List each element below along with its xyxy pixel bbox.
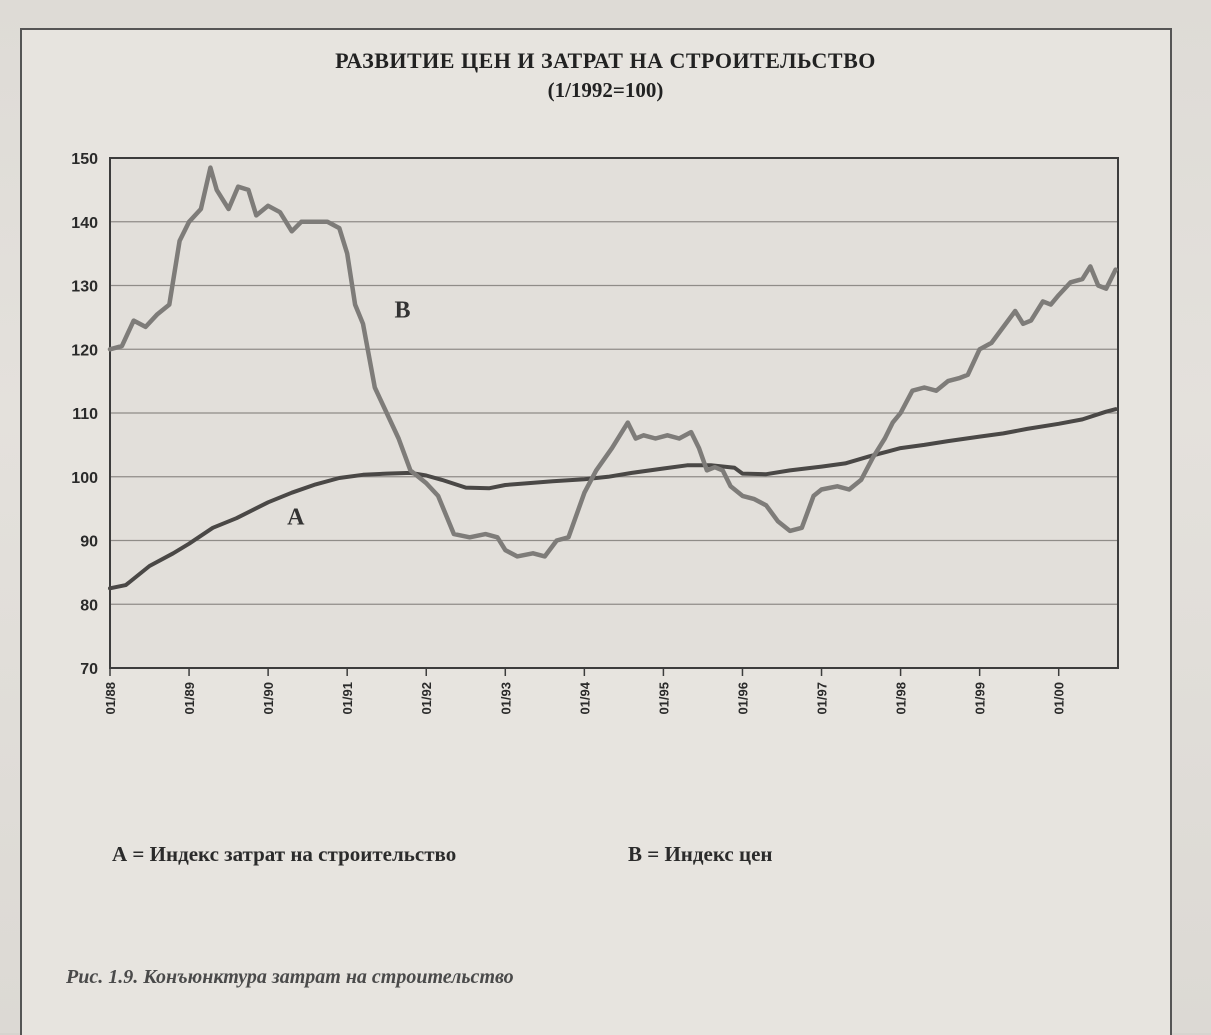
x-tick-label: 01/91 [340, 682, 355, 715]
x-tick-label: 01/92 [419, 682, 434, 715]
y-tick-label: 70 [80, 661, 98, 678]
y-tick-label: 80 [80, 597, 98, 614]
figure-caption: Рис. 1.9. Конъюнктура затрат на строител… [66, 966, 514, 988]
x-tick-label: 01/96 [735, 682, 750, 715]
x-tick-label: 01/93 [498, 682, 513, 715]
y-tick-label: 110 [72, 406, 98, 423]
chart-subtitle: (1/1992=100) [547, 78, 664, 102]
x-tick-label: 01/98 [894, 682, 909, 715]
x-tick-label: 01/94 [577, 681, 592, 714]
tick-labels: 70 80 90 100 110 120 130 140 150 01/88 01/89 01/90 0… [71, 151, 1066, 715]
chart-title: РАЗВИТИЕ ЦЕН И ЗАТРАТ НА СТРОИТЕЛЬСТВО [335, 48, 876, 73]
grid-lines [110, 157, 1118, 669]
y-tick-label: 150 [71, 151, 98, 168]
legend-item-b: В = Индекс цен [628, 842, 773, 866]
legend-item-a: А = Индекс затрат на строительство [112, 842, 457, 866]
x-tick-label: 01/00 [1052, 682, 1067, 715]
plot-border [109, 157, 1119, 669]
x-tick-label: 01/99 [973, 682, 988, 715]
series-line-b [107, 165, 1118, 559]
x-tick-label: 01/97 [815, 682, 830, 715]
series-annotation-a: A [287, 505, 305, 531]
series-annotation-b: B [395, 297, 411, 323]
series-annotations: AB [287, 297, 410, 530]
y-tick-label: 90 [80, 534, 98, 551]
axes [109, 157, 1119, 676]
y-tick-label: 120 [71, 342, 98, 359]
y-tick-label: 100 [71, 470, 98, 487]
series-lines [107, 165, 1118, 591]
x-tick-label: 01/89 [182, 682, 197, 715]
x-tick-label: 01/88 [103, 682, 118, 715]
y-tick-label: 140 [71, 215, 98, 232]
y-tick-label: 130 [71, 279, 98, 296]
series-line-a [108, 407, 1118, 591]
x-tick-label: 01/90 [261, 682, 276, 715]
x-tick-label: 01/95 [656, 682, 671, 715]
